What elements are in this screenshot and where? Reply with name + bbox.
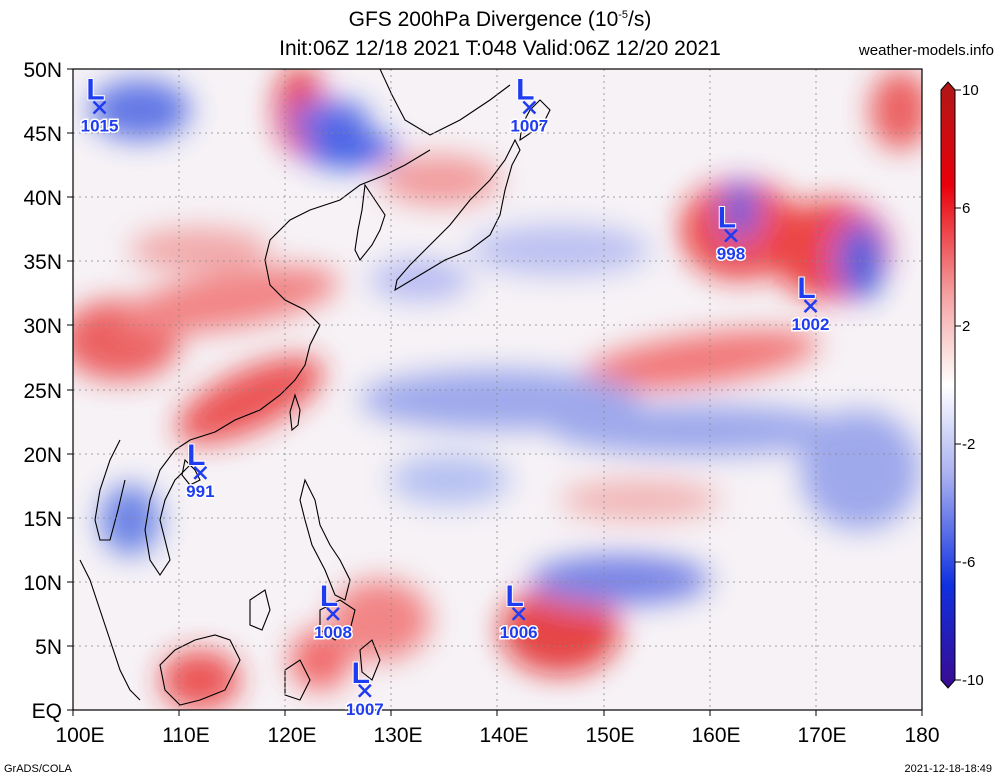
low-pressure-value: 1006	[500, 623, 538, 642]
low-letter: L	[516, 73, 534, 106]
lat-label: 45N	[23, 123, 62, 146]
footer-timestamp: 2021-12-18-18:49	[904, 763, 992, 775]
low-pressure-value: 1007	[346, 700, 384, 719]
low-letter: L	[320, 580, 338, 613]
divergence-field	[73, 69, 922, 710]
lon-label: 170E	[797, 724, 846, 747]
low-pressure-value: 1002	[792, 315, 830, 334]
chart-subtitle: Init:06Z 12/18 2021 T:048 Valid:06Z 12/2…	[279, 37, 721, 60]
lon-label: 110E	[162, 724, 210, 747]
low-center-mark	[193, 465, 208, 480]
low-marker: L 1007	[509, 72, 550, 137]
low-letter: L	[506, 580, 524, 613]
lon-label: 130E	[373, 724, 422, 747]
low-center-mark	[724, 228, 738, 243]
website-label: weather-models.info	[858, 42, 994, 59]
low-pressure-value: 1008	[314, 623, 352, 642]
lon-label: 100E	[55, 724, 104, 747]
lat-label: 35N	[23, 251, 62, 274]
low-pressure-value: 1015	[81, 116, 119, 135]
low-letter: L	[187, 439, 205, 472]
colorbar-label: 6	[962, 200, 970, 217]
colorbar-label: 2	[962, 318, 970, 335]
low-center-mark	[522, 100, 537, 115]
low-letter: L	[797, 272, 815, 305]
low-center-mark	[803, 299, 818, 314]
lat-label: 20N	[23, 444, 62, 467]
lon-label: 120E	[267, 724, 316, 747]
colorbar-label: -2	[962, 436, 975, 453]
low-marker: L 1007	[344, 656, 385, 721]
low-letter: L	[352, 657, 370, 690]
lon-label: 180	[904, 724, 939, 747]
grid	[73, 69, 922, 710]
low-center-mark	[357, 683, 372, 698]
lat-label: 25N	[23, 380, 62, 403]
coastlines	[79, 69, 551, 706]
low-pressure-value: 991	[186, 482, 214, 501]
low-pressure-value: 998	[717, 245, 745, 264]
colorbar-label: 10	[962, 82, 979, 99]
lat-labels: EQ 5N 10N 15N 20N 25N 30N 35N 40N 45N 50…	[23, 59, 62, 723]
chart-title: GFS 200hPa Divergence (10-5/s)	[348, 8, 652, 31]
low-marker: L 1006	[498, 579, 539, 644]
lat-label: 40N	[23, 187, 62, 210]
low-pressure-value: 1007	[510, 116, 548, 135]
axis-ticks	[67, 68, 923, 716]
low-letter: L	[86, 73, 104, 106]
low-marker: L 1002	[790, 271, 831, 336]
low-center-mark	[326, 606, 340, 621]
lat-label: 50N	[23, 59, 62, 82]
low-marker: L 998	[715, 201, 746, 266]
low-letter: L	[718, 202, 736, 235]
lat-label: 15N	[23, 508, 62, 531]
lat-label: 5N	[35, 636, 62, 659]
low-center-mark	[92, 100, 107, 115]
colorbar-label: -6	[962, 554, 975, 571]
lon-label: 160E	[691, 724, 740, 747]
lon-labels: 100E 110E 120E 130E 140E 150E 160E 170E …	[55, 724, 939, 747]
lat-label: 10N	[23, 572, 62, 595]
lat-label: EQ	[32, 700, 62, 723]
low-marker: L 991	[185, 438, 216, 503]
colorbar-label: -10	[962, 672, 984, 689]
low-marker: L 1008	[313, 579, 354, 644]
footer-credit: GrADS/COLA	[4, 763, 72, 775]
low-center-mark	[511, 606, 526, 621]
colorbar: 10 6 2 -2 -6 -10	[940, 81, 984, 689]
lon-label: 140E	[479, 724, 528, 747]
lon-label: 150E	[585, 724, 634, 747]
low-marker: L 1015	[79, 72, 120, 137]
lat-label: 30N	[23, 315, 62, 338]
